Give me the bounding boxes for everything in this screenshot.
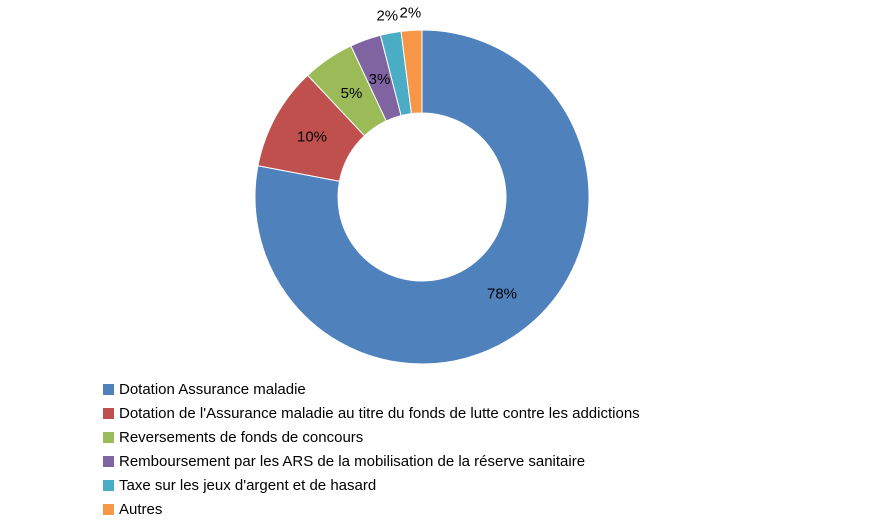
legend-swatch (103, 503, 114, 515)
slice-label-3: 3% (369, 71, 391, 88)
legend-swatch (103, 455, 114, 467)
slice-label-2: 5% (341, 85, 363, 102)
legend-swatch (103, 383, 114, 395)
legend-label: Dotation Assurance maladie (119, 380, 306, 398)
legend-swatch (103, 431, 114, 443)
legend-label: Autres (119, 500, 163, 518)
pie-slice-0 (254, 29, 590, 365)
donut-chart: 78% 10% 5% 3% 2% 2% (254, 4, 590, 365)
legend-item-0: Dotation Assurance maladie (103, 377, 640, 401)
slice-label-4: 2% (376, 7, 398, 24)
legend-label: Remboursement par les ARS de la mobilisa… (119, 452, 586, 470)
legend-item-5: Autres (103, 497, 640, 521)
legend-label: Taxe sur les jeux d'argent et de hasard (119, 476, 377, 494)
legend-label: Dotation de l'Assurance maladie au titre… (119, 404, 640, 422)
legend-item-4: Taxe sur les jeux d'argent et de hasard (103, 473, 640, 497)
slice-label-0: 78% (487, 286, 517, 303)
pie-slice-5 (400, 29, 423, 115)
slice-label-1: 10% (297, 129, 327, 146)
legend-swatch (103, 479, 114, 491)
legend-item-1: Dotation de l'Assurance maladie au titre… (103, 401, 640, 425)
legend-item-2: Reversements de fonds de concours (103, 425, 640, 449)
legend-item-3: Remboursement par les ARS de la mobilisa… (103, 449, 640, 473)
chart-legend: Dotation Assurance maladie Dotation de l'… (103, 377, 640, 521)
slice-label-5: 2% (400, 4, 422, 21)
legend-swatch (103, 407, 114, 419)
legend-label: Reversements de fonds de concours (119, 428, 364, 446)
